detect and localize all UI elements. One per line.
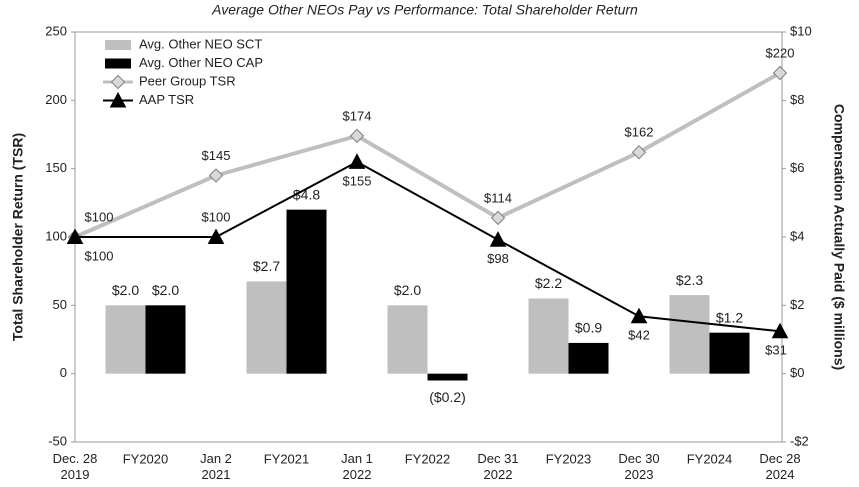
data-label: $2.0 [394,282,421,298]
marker [207,228,225,244]
x-tick-label-line: Dec 31 [477,451,518,466]
bar [709,332,750,374]
data-label: $145 [202,148,231,163]
x-tick-label: Dec 30 2023 [618,451,659,482]
line [75,160,781,333]
data-label: $2.3 [676,272,703,288]
marker [772,65,788,81]
y-tick-label: 100 [45,228,67,243]
x-tick-label: FY2020 [123,451,169,466]
line [74,71,781,239]
bar [286,209,327,374]
y2-tick-label: $6 [790,160,804,175]
legend-marker [110,74,126,90]
data-label: $2.0 [152,282,179,298]
y-tick-label: 250 [45,23,67,38]
x-tick-label-line: 2022 [484,467,513,482]
bar [427,373,468,381]
data-label: $100 [202,209,231,224]
y2-tick-label: $4 [790,228,804,243]
marker [490,210,506,226]
data-label: $31 [765,343,787,358]
data-label: $100 [85,209,114,224]
y2-tick-label: $10 [790,23,812,38]
marker [208,168,224,183]
data-label: $100 [85,248,114,263]
x-tick-label: FY2022 [405,451,451,466]
x-tick-label-line: 2023 [625,467,654,482]
marker [771,322,789,339]
data-label: $114 [484,190,512,205]
bar [145,305,186,374]
data-label: ($0.2) [429,389,466,405]
bar [387,305,428,374]
legend-label: Peer Group TSR [139,73,236,88]
data-label: $42 [628,328,650,343]
marker [631,145,647,160]
x-tick-label: FY2021 [264,451,310,466]
chart-title: Average Other NEOs Pay vs Performance: T… [211,2,638,18]
data-label: $155 [343,173,372,188]
y2-tick-label: $2 [790,297,804,312]
x-tick-label-line: 2022 [343,467,372,482]
data-label: $2.2 [535,275,562,291]
y-tick-label: 0 [60,365,67,380]
marker [349,128,365,144]
bar [568,342,609,374]
x-tick-label-line: Jan 2 [200,451,232,466]
y-tick-label: 50 [53,297,67,312]
bar [528,298,569,374]
x-tick-label-line: 2019 [61,467,90,482]
x-tick-label-line: Dec 28 [759,451,800,466]
data-label: $4.8 [293,186,320,202]
marker [489,231,507,247]
x-tick-label: FY2024 [687,451,733,466]
data-label: $2.0 [112,282,139,298]
data-label: $1.2 [716,309,743,325]
bar [105,305,146,374]
legend-label: Avg. Other NEO SCT [139,36,262,51]
y-tick-label: 200 [45,92,67,107]
legend-swatch [105,58,131,69]
x-tick-label-line: 2021 [202,467,231,482]
y2-tick-label: $8 [790,92,804,107]
data-label: $174 [343,108,372,123]
x-tick-label: Dec. 28 2019 [53,451,98,482]
x-tick-label-line: Dec. 28 [53,451,98,466]
marker [348,153,366,169]
bar [246,281,287,374]
bar [669,295,710,374]
legend-swatch [105,40,131,50]
y-tick-label: 150 [45,160,67,175]
data-label: $98 [487,251,509,266]
x-tick-label-line: 2024 [766,467,795,482]
marker [630,307,648,324]
x-tick-label: Jan 2 2021 [200,451,232,482]
x-tick-label: Dec 31 2022 [477,451,518,482]
y2-tick-label: -$2 [790,433,809,448]
y-tick-label: -50 [48,433,67,448]
data-label: $220 [766,45,795,60]
legend-label: AAP TSR [139,92,194,107]
x-tick-label: Dec 28 2024 [759,451,800,482]
x-tick-label: FY2023 [546,451,592,466]
y-axis-title: Total Shareholder Return (TSR) [10,133,26,341]
y2-tick-label: $0 [790,365,804,380]
data-label: $162 [625,125,654,140]
x-tick-label-line: Jan 1 [341,451,373,466]
legend-label: Avg. Other NEO CAP [139,55,263,70]
data-label: $0.9 [575,320,602,336]
x-tick-label: Jan 1 2022 [341,451,373,482]
legend-marker [109,91,127,108]
marker [66,228,84,244]
y2-axis-title: Compensation Actually Paid ($ millions) [831,104,847,370]
data-label: $2.7 [253,258,280,274]
x-tick-label-line: Dec 30 [618,451,659,466]
